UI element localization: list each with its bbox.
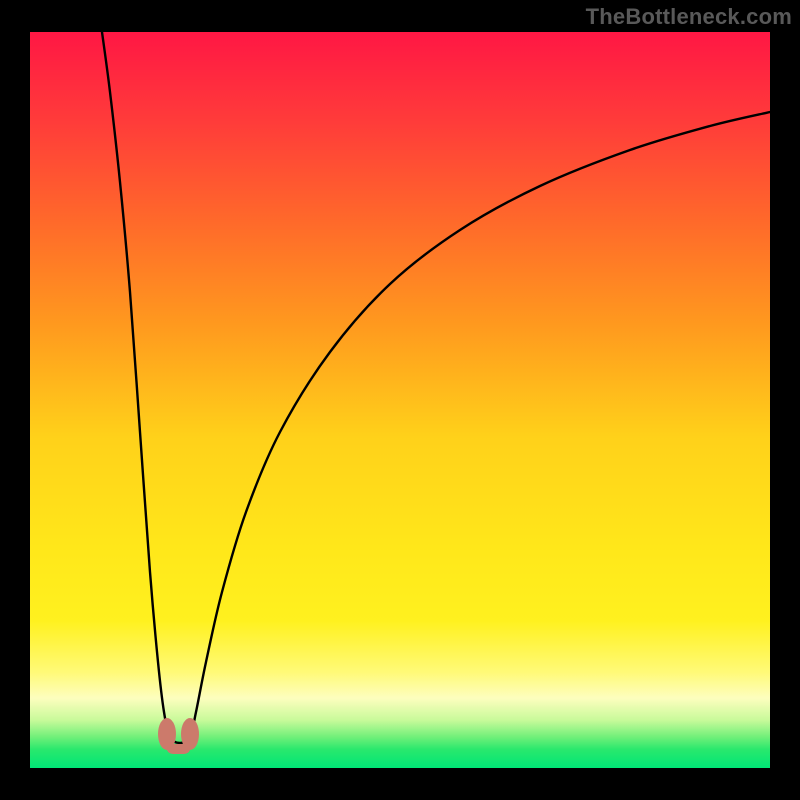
plot-svg: [30, 32, 770, 768]
watermark-label: TheBottleneck.com: [586, 4, 792, 30]
plot-area: [30, 32, 770, 768]
gradient-background: [30, 32, 770, 768]
